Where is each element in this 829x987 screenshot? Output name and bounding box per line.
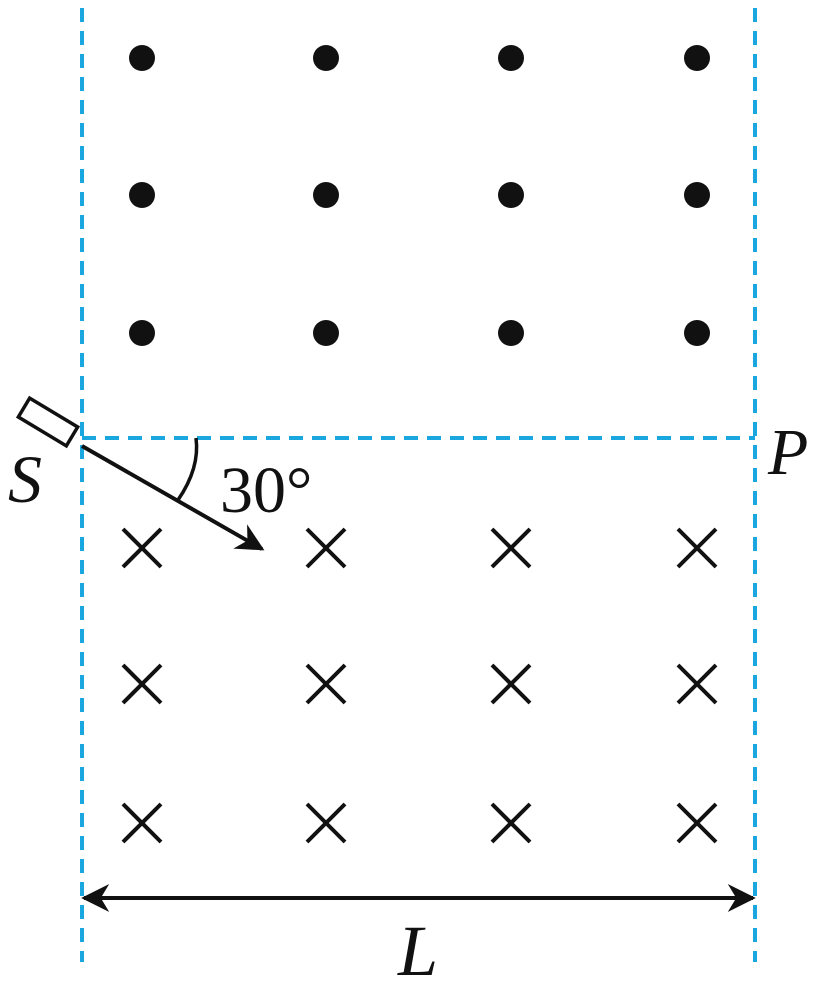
angle-arc (176, 437, 199, 501)
dot-icon (129, 320, 155, 346)
cross-icon (490, 802, 532, 844)
cross-icon (676, 527, 718, 569)
cross-icon (305, 663, 347, 705)
point-label: P (767, 416, 808, 489)
cross-icon (490, 527, 532, 569)
dot-icon (684, 45, 710, 71)
cross-icon (121, 663, 163, 705)
field-into-page-group (121, 527, 718, 844)
dot-icon (129, 182, 155, 208)
width-label: L (397, 911, 438, 982)
cross-icon (676, 802, 718, 844)
cross-icon (490, 663, 532, 705)
emitter-icon (15, 395, 81, 449)
dot-icon (129, 45, 155, 71)
cross-icon (121, 527, 163, 569)
cross-icon (121, 802, 163, 844)
dot-icon (684, 320, 710, 346)
velocity-arrow (81, 444, 265, 551)
dot-icon (498, 182, 524, 208)
source-label: S (8, 441, 42, 517)
dot-icon (498, 320, 524, 346)
dot-icon (313, 45, 339, 71)
angle-label: 30° (220, 454, 312, 527)
cross-icon (676, 663, 718, 705)
cross-icon (305, 527, 347, 569)
dot-icon (313, 182, 339, 208)
dot-icon (498, 45, 524, 71)
cross-icon (305, 802, 347, 844)
dot-icon (313, 320, 339, 346)
dot-icon (684, 182, 710, 208)
field-out-of-page-group (129, 45, 710, 346)
